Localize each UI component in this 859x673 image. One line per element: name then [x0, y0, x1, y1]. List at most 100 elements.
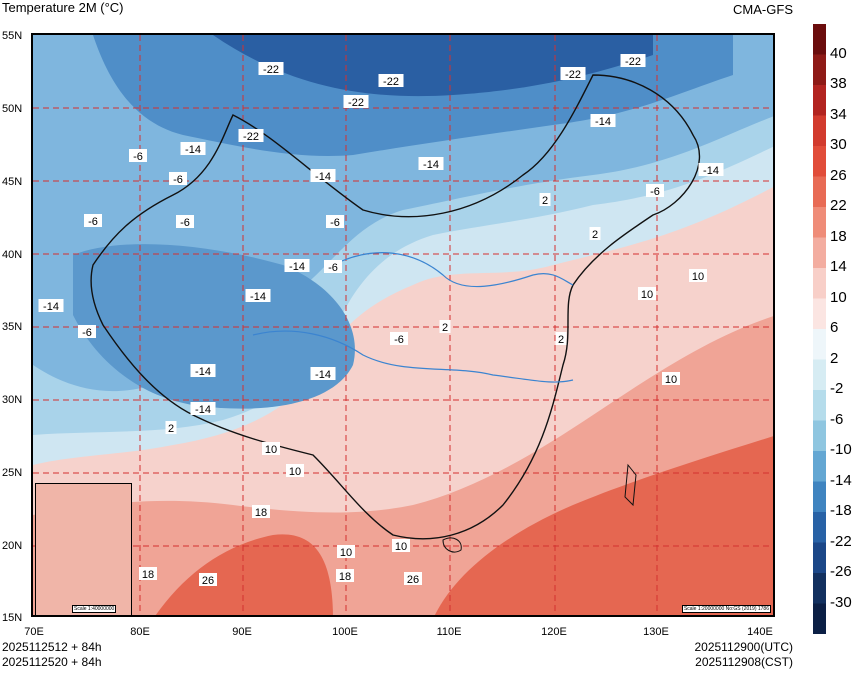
- contour-label: 10: [337, 545, 355, 559]
- lat-label-40n: 40N: [2, 249, 23, 261]
- svg-text:18: 18: [142, 569, 154, 581]
- colorbar-segment: [813, 146, 826, 177]
- contour-label: -6: [646, 184, 664, 198]
- contour-label: -14: [698, 163, 724, 177]
- contour-label: 10: [689, 269, 707, 283]
- svg-text:-14: -14: [703, 165, 719, 177]
- svg-text:-22: -22: [348, 97, 364, 109]
- colorbar-tick-label: -6: [830, 410, 844, 428]
- svg-text:10: 10: [692, 271, 704, 283]
- colorbar-segment: [813, 481, 826, 513]
- contour-label: -14: [310, 367, 336, 381]
- contour-label: 2: [555, 332, 567, 346]
- lon-label-110e: 110E: [436, 626, 462, 638]
- colorbar-tick-label: 40: [830, 44, 847, 62]
- contour-label: 2: [165, 421, 177, 435]
- contour-labels: -22 -22 -22 -22 -22 -22 -14 -14 -14 -14 -14 -14 -14 -…: [38, 54, 724, 587]
- svg-text:-6: -6: [394, 334, 404, 346]
- band-hot-east: [435, 436, 773, 615]
- lon-label-130e: 130E: [643, 626, 669, 638]
- colorbar-tick-label: -2: [830, 380, 844, 397]
- svg-text:-6: -6: [650, 186, 660, 198]
- colorbar-segment: [813, 603, 826, 634]
- lat-label-20n: 20N: [2, 540, 23, 552]
- colorbar-segment: [813, 573, 826, 604]
- contour-label: -14: [284, 259, 310, 273]
- contour-label: -22: [620, 54, 646, 68]
- map-scale-note: Scale 1:20000000 No:GS (2019) 1786: [681, 605, 771, 613]
- contour-label: 26: [404, 572, 422, 586]
- contour-label: -6: [78, 325, 96, 339]
- lon-label-100e: 100E: [332, 626, 358, 638]
- contour-label: -6: [129, 149, 147, 163]
- contour-label: 2: [539, 193, 551, 207]
- svg-text:-22: -22: [383, 76, 399, 88]
- svg-text:2: 2: [542, 195, 548, 207]
- colorbar: [813, 24, 826, 634]
- contour-label: -6: [176, 215, 194, 229]
- contour-label: 18: [252, 505, 270, 519]
- contour-label: 18: [139, 567, 157, 581]
- contour-label: -6: [169, 172, 187, 186]
- island-taiwan: [624, 463, 637, 507]
- contour-label: -22: [258, 62, 284, 76]
- contour-label: -6: [326, 215, 344, 229]
- svg-text:10: 10: [340, 547, 352, 559]
- colorbar-segment: [813, 54, 826, 86]
- colorbar-segment: [813, 451, 826, 482]
- colorbar-tick-label: 18: [830, 227, 847, 245]
- contour-label: -14: [310, 169, 336, 183]
- band-coldest: [213, 35, 653, 97]
- svg-text:2: 2: [558, 334, 564, 346]
- colorbar-tick-label: 38: [830, 75, 847, 92]
- contour-label: -14: [190, 402, 216, 416]
- colorbar-segment: [813, 207, 826, 238]
- svg-text:-14: -14: [185, 144, 201, 156]
- colorbar-tick-label: -30: [830, 593, 852, 611]
- colorbar-segment: [813, 420, 826, 452]
- svg-text:2: 2: [168, 423, 174, 435]
- svg-text:10: 10: [289, 466, 301, 478]
- colorbar-tick-label: -14: [830, 471, 852, 489]
- lon-label-140e: 140E: [747, 626, 773, 638]
- contour-label: -14: [590, 114, 616, 128]
- colorbar-segment: [813, 85, 826, 116]
- colorbar-segment: [813, 512, 826, 543]
- svg-text:18: 18: [339, 571, 351, 583]
- band-hot-west: [155, 534, 333, 615]
- svg-text:-14: -14: [250, 291, 266, 303]
- colorbar-segment: [813, 268, 826, 299]
- colorbar-tick-label: 6: [830, 319, 839, 336]
- svg-text:-6: -6: [173, 174, 183, 186]
- lat-label-25n: 25N: [2, 467, 23, 479]
- contour-label: -14: [245, 289, 271, 303]
- svg-text:-14: -14: [43, 301, 59, 313]
- country-border: [90, 74, 700, 540]
- contour-label: -6: [84, 214, 102, 228]
- svg-text:-6: -6: [82, 327, 92, 339]
- colorbar-tick-label: 14: [830, 258, 847, 275]
- contour-label: 10: [286, 464, 304, 478]
- inset-scale: Scale 1:40000000: [72, 605, 117, 613]
- contour-label: 18: [336, 569, 354, 583]
- contour-label: -6: [390, 332, 408, 346]
- tibet-cold-pool: [73, 244, 355, 409]
- footer-init-cst: 2025112520 + 84h: [2, 655, 102, 669]
- contour-label: 10: [262, 442, 280, 456]
- contour-label: -14: [190, 364, 216, 378]
- colorbar-tick-label: 10: [830, 288, 847, 306]
- svg-text:-14: -14: [315, 171, 331, 183]
- colorbar-tick-label: -10: [830, 441, 852, 458]
- svg-text:-14: -14: [595, 116, 611, 128]
- svg-text:10: 10: [665, 374, 677, 386]
- contour-label: -22: [378, 74, 404, 88]
- lon-label-80e: 80E: [130, 626, 150, 638]
- colorbar-segment: [813, 24, 826, 55]
- river-yangtze: [252, 330, 574, 383]
- svg-text:-6: -6: [330, 217, 340, 229]
- colorbar-tick-label: -18: [830, 502, 852, 519]
- colorbar-segment: [813, 390, 826, 421]
- svg-text:-6: -6: [88, 216, 98, 228]
- colorbar-tick-label: 22: [830, 197, 847, 214]
- colorbar-tick-label: 34: [830, 105, 847, 123]
